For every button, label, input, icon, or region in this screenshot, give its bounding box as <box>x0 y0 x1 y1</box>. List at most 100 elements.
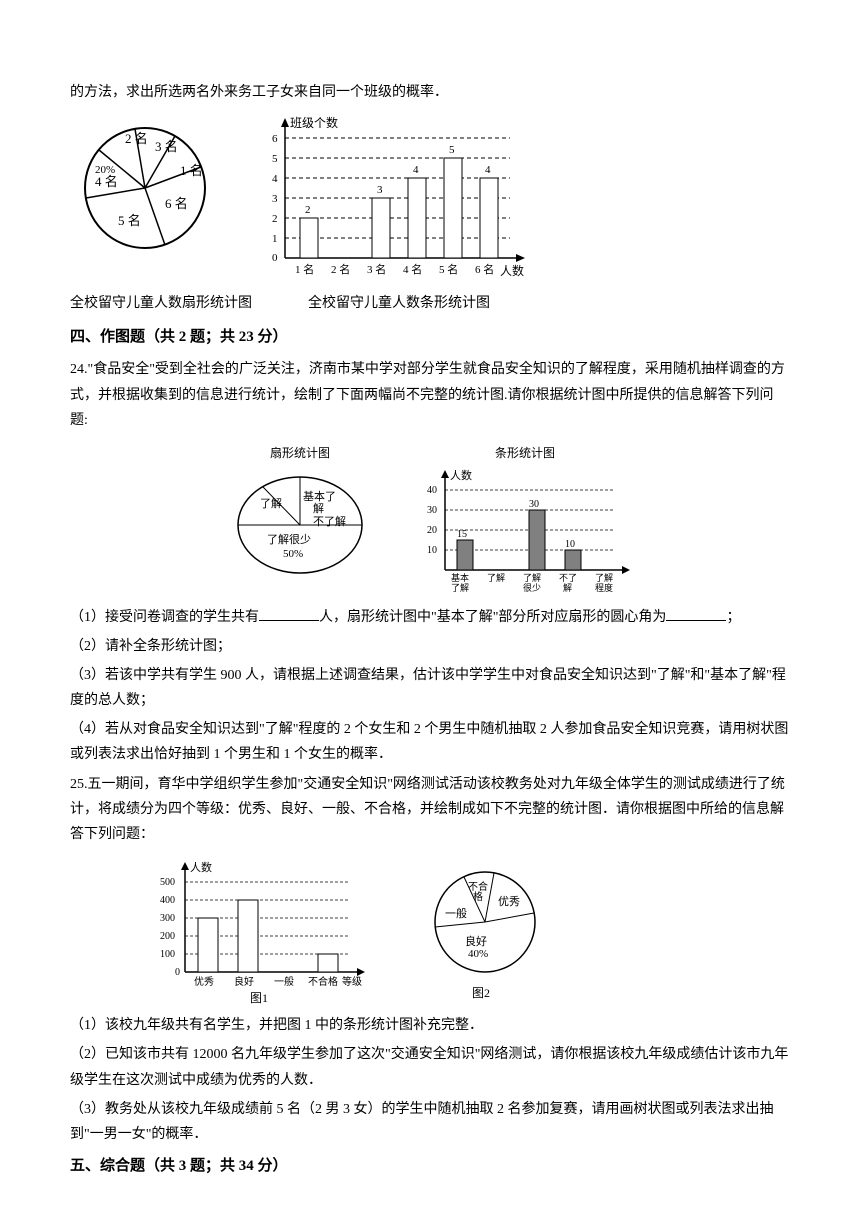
q25-sub3: （3）教务处从该校九年级成绩前 5 名（2 男 3 女）的学生中随机抽取 2 名… <box>70 1097 790 1147</box>
svg-text:良好: 良好 <box>465 934 487 948</box>
svg-text:20: 20 <box>427 525 437 536</box>
svg-text:不了: 不了 <box>559 573 577 583</box>
q24-stem: 24."食品安全"受到全社会的广泛关注，济南市某中学对部分学生就食品安全知识的了… <box>70 357 790 433</box>
svg-text:了解: 了解 <box>523 572 541 583</box>
intro-continuation: 的方法，求出所选两名外来务工子女来自同一个班级的概率． <box>70 80 790 105</box>
svg-text:5 名: 5 名 <box>118 213 141 228</box>
svg-text:0: 0 <box>272 252 278 264</box>
q25-stem: 25.五一期间，育华中学组织学生参加"交通安全知识"网络测试活动该校教务处对九年… <box>70 772 790 848</box>
svg-text:不了解: 不了解 <box>313 514 346 528</box>
q25-charts: 人数 100 200 300 400 500 0 优秀 良好 一般 不合格 等级… <box>150 857 790 1007</box>
q24-sub1-b: 人，扇形统计图中"基本了解"部分所对应扇形的圆心角为 <box>319 610 666 625</box>
q23-bar-block: 班级个数 人数 1 2 3 4 5 6 0 2 3 <box>250 113 530 283</box>
svg-text:3 名: 3 名 <box>367 262 386 276</box>
q25-pie-chart: 不合 格 优秀 一般 良好 40% 图2 <box>410 857 560 1007</box>
svg-text:4: 4 <box>272 173 278 185</box>
q24-pie-chart: 了解 基本了 解 不了解 了解很少 50% <box>225 465 375 585</box>
q25-bar-block: 人数 100 200 300 400 500 0 优秀 良好 一般 不合格 等级… <box>150 857 370 1007</box>
svg-text:1: 1 <box>272 233 278 245</box>
q23-pie-caption: 全校留守儿童人数扇形统计图 <box>70 291 252 316</box>
svg-text:50%: 50% <box>283 548 303 560</box>
q25-sub1: （1）该校九年级共有名学生，并把图 1 中的条形统计图补充完整． <box>70 1013 790 1038</box>
svg-text:40%: 40% <box>468 948 488 960</box>
svg-text:基本: 基本 <box>451 572 469 583</box>
svg-text:解: 解 <box>563 582 572 593</box>
q23-bar-chart: 班级个数 人数 1 2 3 4 5 6 0 2 3 <box>250 113 530 283</box>
svg-text:400: 400 <box>160 895 175 906</box>
q24-charts: 扇形统计图 了解 基本了 解 不了解 了解很少 50% 条形统计图 人数 <box>70 443 790 595</box>
svg-text:5: 5 <box>449 144 455 156</box>
q23-charts-row: 3 名 2 名 20% 4 名 5 名 6 名 1 名 班级个数 人数 <box>70 113 790 283</box>
svg-text:15: 15 <box>457 529 467 540</box>
svg-text:人数: 人数 <box>190 861 212 874</box>
svg-text:不合格: 不合格 <box>308 975 338 988</box>
svg-text:3: 3 <box>377 184 383 196</box>
svg-text:500: 500 <box>160 877 175 888</box>
svg-text:良好: 良好 <box>234 975 254 988</box>
svg-text:6 名: 6 名 <box>165 196 188 211</box>
svg-text:基本了: 基本了 <box>303 489 336 503</box>
svg-text:一般: 一般 <box>445 907 467 920</box>
q24-sub1-a: （1）接受问卷调查的学生共有 <box>70 610 259 625</box>
svg-text:0: 0 <box>175 967 180 978</box>
q25-pie-block: 不合 格 优秀 一般 良好 40% 图2 <box>410 857 560 1007</box>
svg-text:了解很少: 了解很少 <box>267 532 311 546</box>
svg-text:200: 200 <box>160 931 175 942</box>
q25-bar-chart: 人数 100 200 300 400 500 0 优秀 良好 一般 不合格 等级… <box>150 857 370 1007</box>
svg-text:40: 40 <box>427 485 437 496</box>
svg-text:一般: 一般 <box>274 975 294 988</box>
svg-text:4: 4 <box>485 164 491 176</box>
svg-text:格: 格 <box>473 890 483 903</box>
svg-text:优秀: 优秀 <box>194 975 214 988</box>
svg-text:2: 2 <box>305 204 311 216</box>
q25-sub2: （2）已知该市共有 12000 名九年级学生参加了这次"交通安全知识"网络测试，… <box>70 1042 790 1092</box>
svg-text:程度: 程度 <box>595 582 613 593</box>
section-5-title: 五、综合题（共 3 题；共 34 分） <box>70 1153 790 1180</box>
svg-text:班级个数: 班级个数 <box>290 115 338 130</box>
q24-sub1: （1）接受问卷调查的学生共有 人，扇形统计图中"基本了解"部分所对应扇形的圆心角为… <box>70 605 790 630</box>
blank-field[interactable] <box>259 607 319 621</box>
q24-bar-chart: 人数 10 20 30 40 15 30 10 基本 了解 了解 了解 很少 不… <box>415 465 635 595</box>
svg-text:2: 2 <box>272 213 278 225</box>
q23-pie-block: 3 名 2 名 20% 4 名 5 名 6 名 1 名 <box>70 113 220 263</box>
q24-pie-block: 扇形统计图 了解 基本了 解 不了解 了解很少 50% <box>225 443 375 595</box>
svg-text:1 名: 1 名 <box>295 262 314 276</box>
svg-text:图2: 图2 <box>472 986 490 1000</box>
svg-text:3 名: 3 名 <box>155 139 178 154</box>
svg-text:2 名: 2 名 <box>331 262 350 276</box>
q23-bar-caption: 全校留守儿童人数条形统计图 <box>308 291 490 316</box>
svg-text:了解: 了解 <box>595 572 613 583</box>
q24-sub1-c: ； <box>726 610 740 625</box>
svg-text:人数: 人数 <box>450 469 472 482</box>
svg-text:2 名: 2 名 <box>125 131 148 146</box>
svg-text:3: 3 <box>272 193 278 205</box>
svg-text:5 名: 5 名 <box>439 262 458 276</box>
svg-text:人数: 人数 <box>500 263 524 278</box>
q24-sub4: （4）若从对食品安全知识达到"了解"程度的 2 个女生和 2 个男生中随机抽取 … <box>70 717 790 767</box>
blank-field[interactable] <box>666 607 726 621</box>
q24-pie-title: 扇形统计图 <box>270 443 330 465</box>
svg-text:300: 300 <box>160 913 175 924</box>
q24-bar-block: 条形统计图 人数 10 20 30 40 15 30 10 基本 了解 <box>415 443 635 595</box>
svg-text:很少: 很少 <box>523 582 541 593</box>
svg-text:了解: 了解 <box>487 572 505 583</box>
svg-text:10: 10 <box>427 545 437 556</box>
svg-text:解: 解 <box>313 501 324 515</box>
svg-text:4 名: 4 名 <box>95 174 118 189</box>
svg-text:了解: 了解 <box>451 582 469 593</box>
q24-sub3: （3）若该中学共有学生 900 人，请根据上述调查结果，估计该中学学生中对食品安… <box>70 663 790 713</box>
svg-text:等级: 等级 <box>342 975 362 988</box>
q23-pie-chart: 3 名 2 名 20% 4 名 5 名 6 名 1 名 <box>70 113 220 263</box>
svg-text:5: 5 <box>272 153 278 165</box>
svg-text:100: 100 <box>160 949 175 960</box>
q24-sub2: （2）请补全条形统计图； <box>70 634 790 659</box>
svg-text:图1: 图1 <box>250 991 268 1005</box>
svg-text:6 名: 6 名 <box>475 262 494 276</box>
section-4-title: 四、作图题（共 2 题；共 23 分） <box>70 324 790 351</box>
svg-text:10: 10 <box>565 539 575 550</box>
svg-text:优秀: 优秀 <box>498 895 520 908</box>
q23-captions: 全校留守儿童人数扇形统计图 全校留守儿童人数条形统计图 <box>70 291 790 316</box>
svg-text:30: 30 <box>427 505 437 516</box>
svg-text:30: 30 <box>529 499 539 510</box>
svg-text:1 名: 1 名 <box>180 163 203 178</box>
